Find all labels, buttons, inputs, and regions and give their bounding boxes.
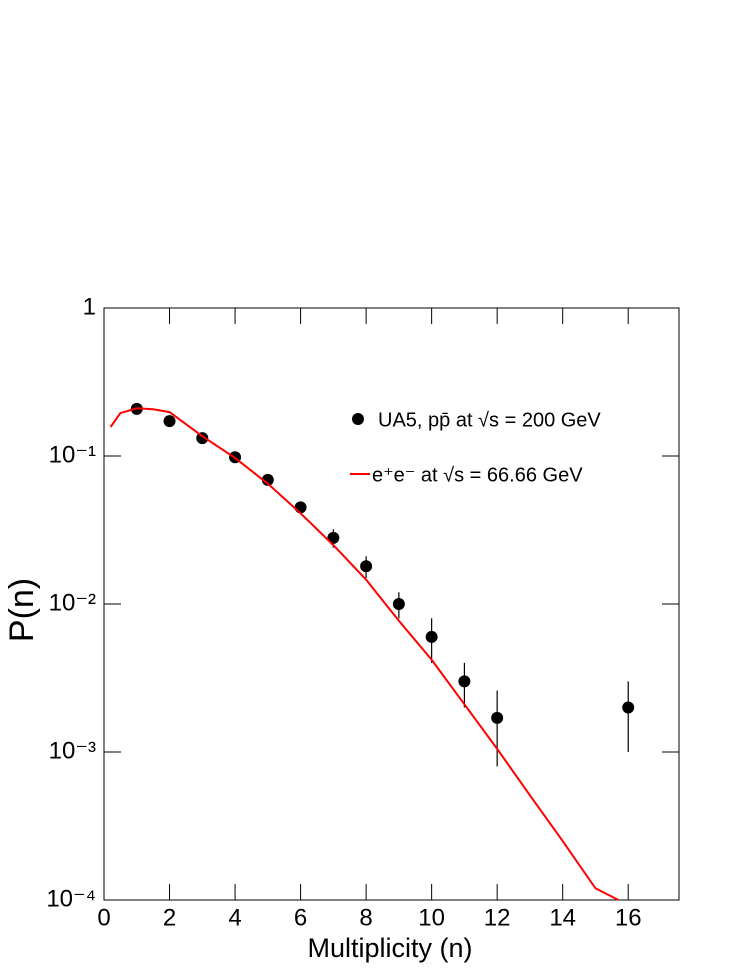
- y-tick-label: 1: [83, 293, 96, 320]
- x-tick-label: 0: [97, 904, 110, 931]
- data-point: [491, 711, 504, 724]
- x-tick-label: 6: [294, 904, 307, 931]
- x-tick-label: 10: [418, 904, 445, 931]
- legend-marker: [352, 413, 364, 425]
- data-point: [392, 598, 405, 610]
- data-point: [622, 701, 635, 714]
- data-point: [425, 630, 438, 643]
- legend-label: UA5, pp̄ at √s = 200 GeV: [378, 409, 601, 431]
- data-point: [360, 560, 373, 573]
- x-tick-label: 14: [549, 904, 576, 931]
- x-tick-label: 12: [484, 904, 511, 931]
- y-axis-title: P(n): [3, 578, 41, 642]
- y-tick-label: 10⁻⁴: [46, 885, 96, 912]
- y-tick-label: 10⁻²: [49, 589, 96, 616]
- y-tick-label: 10⁻³: [49, 737, 96, 764]
- data-point: [163, 415, 176, 428]
- x-tick-label: 2: [163, 904, 176, 931]
- data-point: [294, 501, 307, 514]
- x-tick-label: 16: [615, 904, 642, 931]
- plot-frame: [103, 307, 680, 901]
- data-point: [458, 675, 471, 688]
- x-tick-label: 8: [359, 904, 372, 931]
- x-tick-label: 4: [228, 904, 241, 931]
- y-tick-label: 10⁻¹: [49, 441, 96, 468]
- curve: [109, 407, 619, 901]
- x-axis-title: Multiplicity (n): [307, 933, 472, 963]
- data-point: [261, 473, 274, 486]
- legend-label: e⁺e⁻ at √s = 66.66 GeV: [372, 464, 583, 486]
